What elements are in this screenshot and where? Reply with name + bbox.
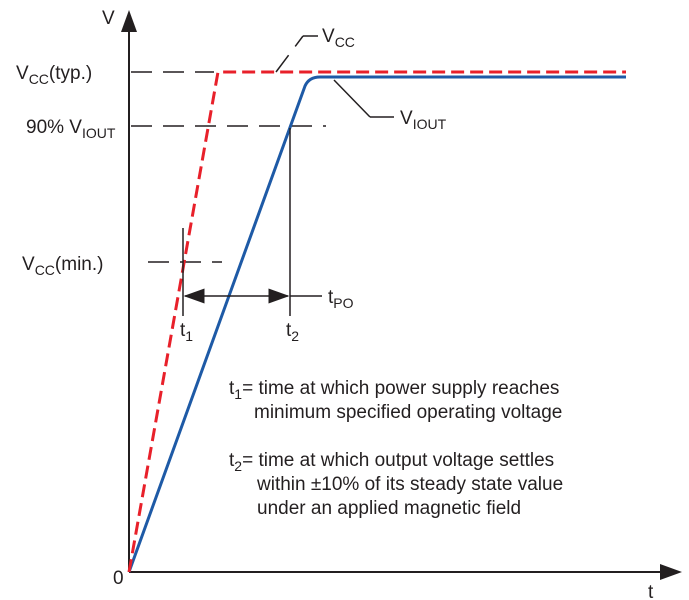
t1-label: t1 (180, 320, 193, 344)
viout-leader-line (333, 79, 371, 118)
x-axis-arrowhead (660, 564, 682, 580)
y-axis-arrowhead (121, 10, 137, 32)
vcc-curve-label: VCC (322, 26, 355, 50)
origin-label: 0 (113, 568, 124, 589)
note-t2-line1: t2= time at which output voltage settles (229, 450, 554, 474)
t2-label: t2 (286, 320, 299, 344)
note-t2-line2: within ±10% of its steady state value (256, 474, 563, 495)
viout-curve (127, 75, 626, 573)
vcc-min-label: VCC(min.) (22, 254, 103, 278)
note-t2-line3: under an applied magnetic field (257, 498, 521, 519)
note-t1-line1: t1= time at which power supply reaches (229, 378, 559, 402)
note-t1-line2: minimum specified operating voltage (254, 402, 562, 423)
x-axis-label: t (648, 582, 654, 600)
vcc-typ-label: VCC(typ.) (16, 63, 92, 87)
v90-label: 90% VIOUT (26, 117, 116, 141)
y-axis-label: V (102, 8, 115, 29)
viout-curve-label: VIOUT (400, 108, 447, 132)
vcc-curve (127, 70, 626, 573)
vcc-leader-line (275, 35, 304, 73)
tpo-label: tPO (328, 287, 354, 311)
